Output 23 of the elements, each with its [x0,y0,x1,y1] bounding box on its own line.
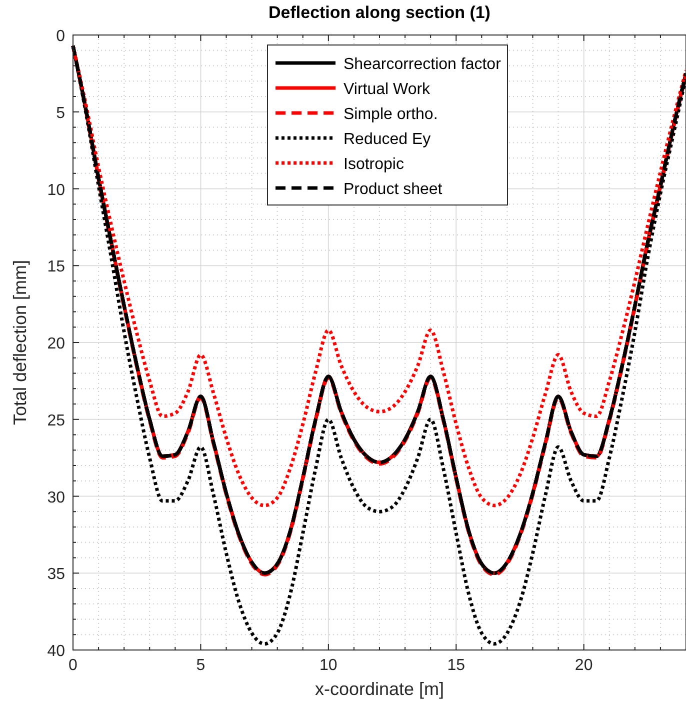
y-tick-label: 35 [47,566,66,584]
legend-label: Virtual Work [344,81,432,98]
y-tick-label: 0 [56,28,66,45]
y-tick-label: 20 [47,336,66,352]
y-tick-label: 5 [56,104,66,122]
legend-label: Product sheet [344,181,443,198]
y-axis-title: Total deflection [mm] [10,260,30,426]
legend-label: Simple ortho. [344,106,438,123]
y-tick-label: 30 [47,489,66,506]
chart-title: Deflection along section (1) [268,3,490,22]
x-tick-label: 20 [574,657,593,674]
x-axis-title: x-coordinate [m] [314,679,444,699]
y-tick-label: 25 [47,412,66,430]
legend-label: Isotropic [344,156,404,173]
x-tick-label: 0 [68,657,78,674]
legend-label: Reduced Ey [344,131,431,148]
x-tick-label: 5 [196,657,206,674]
y-tick-label: 15 [47,258,66,276]
x-tick-label: 15 [447,657,466,674]
y-tick-label: 10 [47,182,66,199]
y-tick-label: 40 [47,643,66,660]
x-tick-label: 10 [320,657,338,674]
legend-label: Shearcorrection factor [344,56,502,73]
